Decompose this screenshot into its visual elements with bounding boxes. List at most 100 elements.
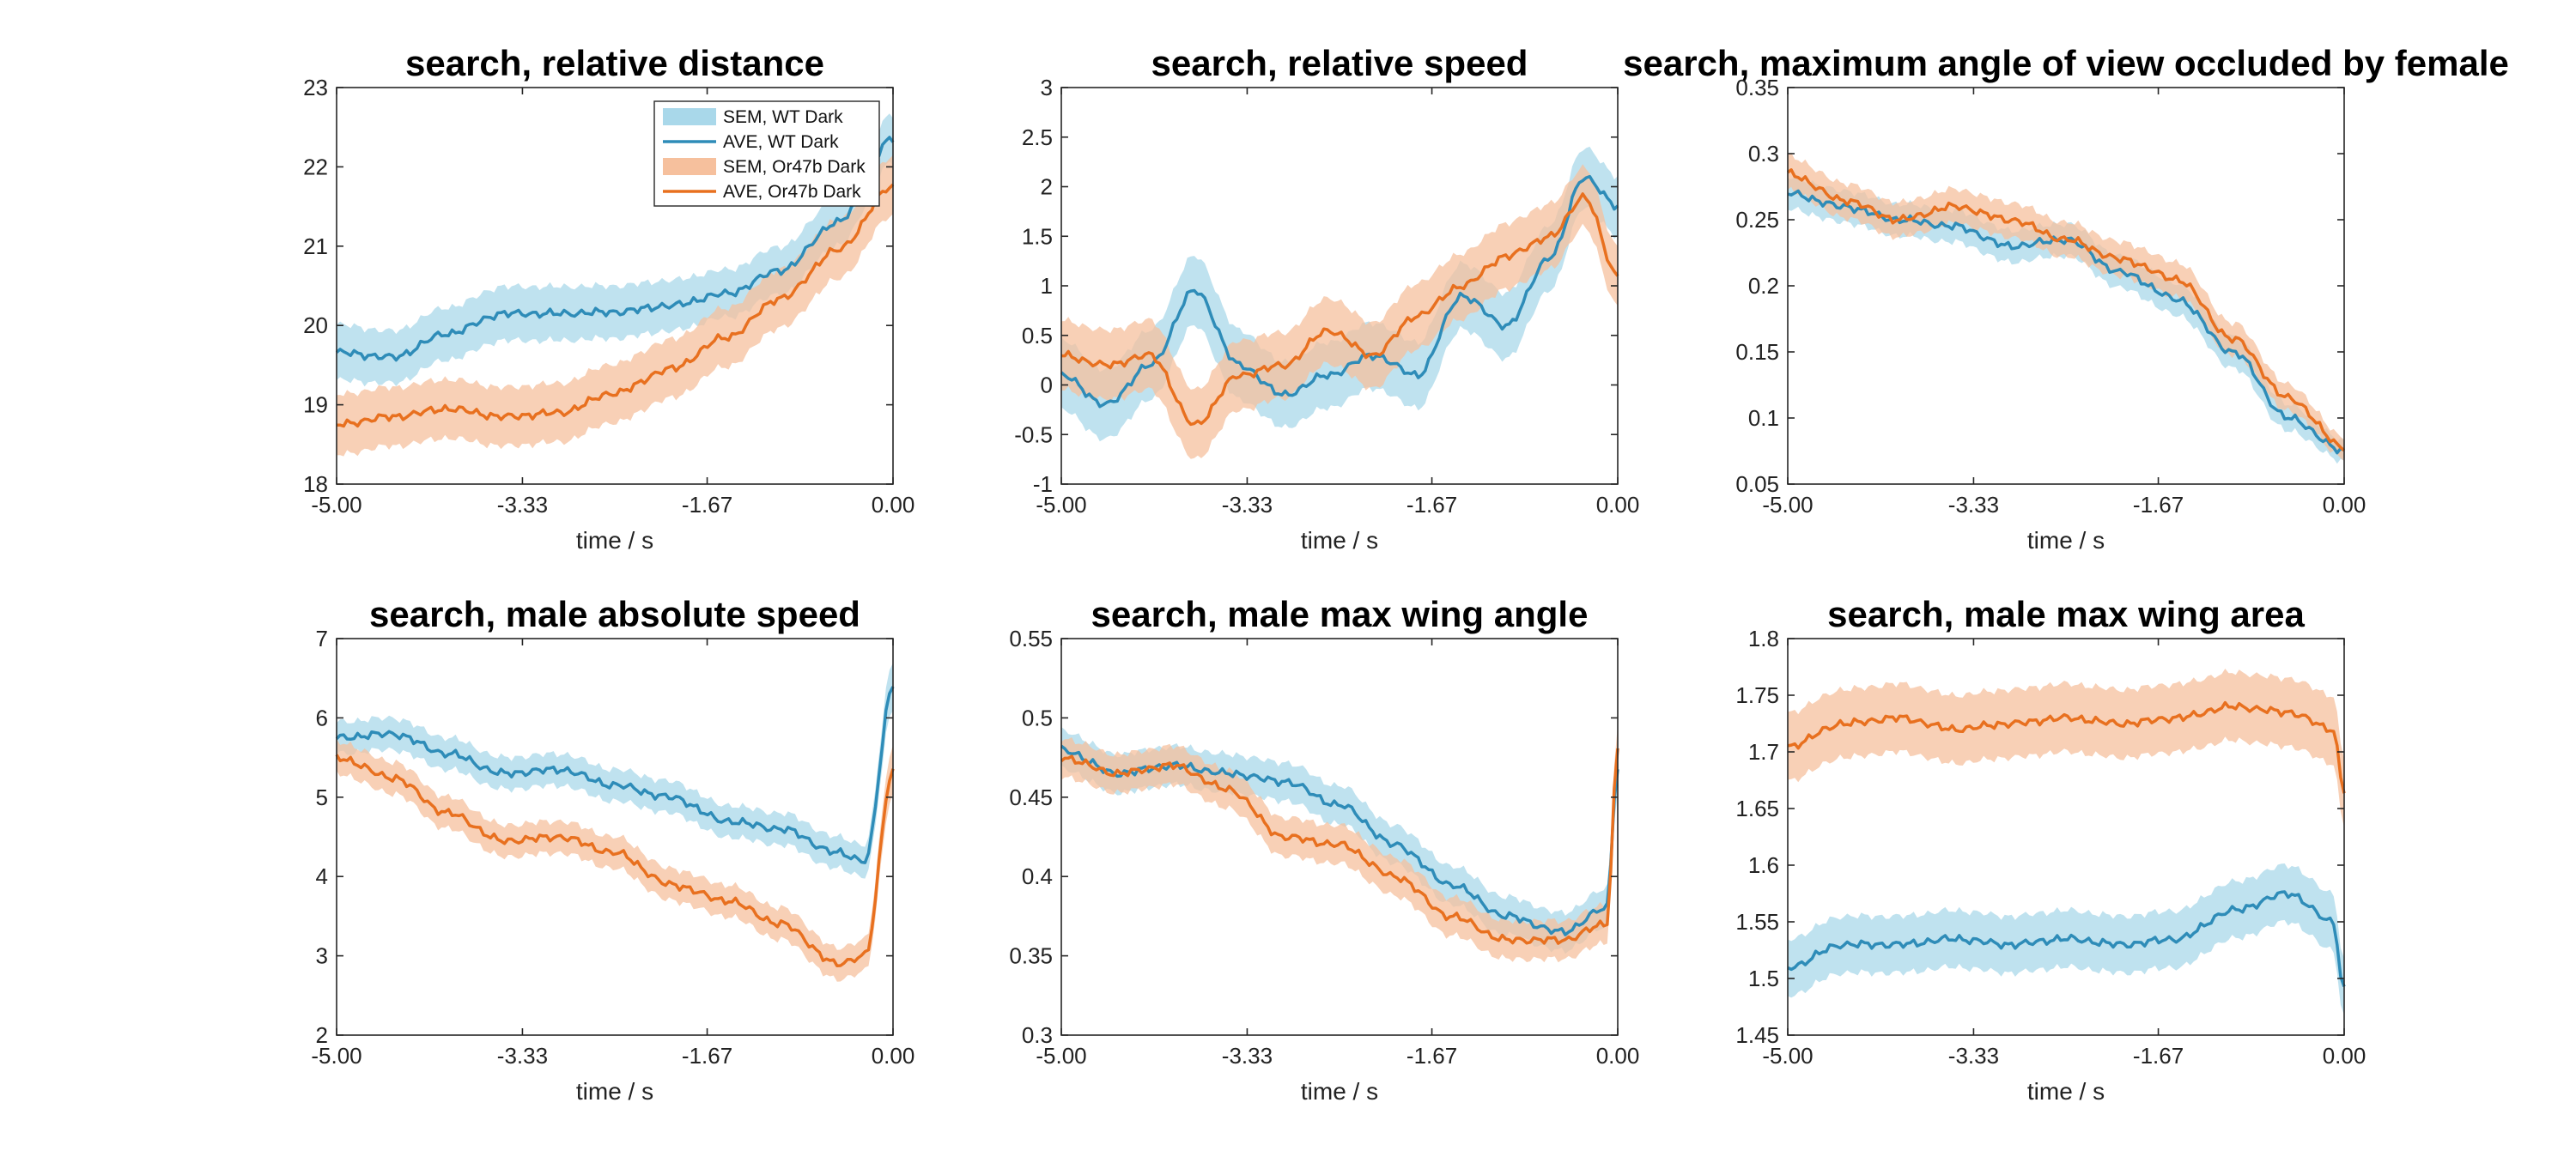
x-tick-label: -1.67: [682, 1043, 732, 1069]
chart-title: search, maximum angle of view occluded b…: [1623, 43, 2509, 83]
x-axis-label: time / s: [576, 527, 653, 554]
x-tick-label: -5.00: [311, 492, 361, 518]
x-tick-label: -5.00: [1036, 492, 1086, 518]
y-tick-label: 22: [303, 154, 328, 179]
y-tick-label: 1.8: [1748, 626, 1779, 651]
chart-title: search, relative speed: [1151, 43, 1528, 83]
subplot-5: search, male max wing angle -5.00 -3.33 -1.…: [1009, 594, 1639, 1105]
y-tick-label: 0.5: [1022, 705, 1053, 730]
y-tick-label: 0.15: [1735, 339, 1779, 365]
x-axis-label: time / s: [1301, 1078, 1378, 1105]
x-tick-label: -5.00: [1762, 1043, 1813, 1069]
y-tick-label: 1.6: [1748, 852, 1779, 878]
y-tick-label: 1.65: [1735, 796, 1779, 821]
mean-line-or47b: [1061, 192, 1619, 427]
y-tick-label: -1: [1033, 471, 1053, 497]
x-tick-label: -5.00: [311, 1043, 361, 1069]
legend: SEM, WT Dark AVE, WT Dark SEM, Or47b Dark A…: [653, 100, 880, 207]
subplot-6: search, male max wing area -5.00 -3.33 -1.6…: [1735, 594, 2366, 1105]
sem-band-or47b: [1061, 164, 1618, 459]
chart-title: search, male max wing angle: [1091, 594, 1589, 634]
mean-line-wt: [335, 686, 895, 864]
x-axis-label: time / s: [576, 1078, 653, 1105]
subplot-4: search, male absolute speed -5.00 -3.33 -1.…: [311, 594, 914, 1105]
legend-entry: AVE, Or47b Dark: [723, 182, 861, 202]
y-tick-label: 1.7: [1748, 739, 1779, 765]
x-tick-label: 0.00: [2323, 492, 2366, 518]
mean-line-or47b: [1786, 168, 2346, 452]
y-tick-label: 1.5: [1022, 223, 1053, 249]
x-axis-label: time / s: [2027, 527, 2105, 554]
mean-line-wt: [335, 136, 895, 362]
subplot-3: search, maximum angle of view occluded b…: [1623, 43, 2509, 554]
axes-box: [336, 638, 894, 1036]
y-tick-label: 1: [1041, 273, 1053, 299]
y-tick-label: 23: [303, 75, 328, 100]
x-tick-label: -3.33: [1948, 1043, 1999, 1069]
y-tick-label: 6: [316, 705, 328, 730]
y-tick-label: 0.35: [1735, 75, 1779, 100]
sem-band-wt: [337, 113, 893, 387]
chart-title: search, male absolute speed: [369, 594, 860, 634]
x-tick-label: 0.00: [1596, 1043, 1640, 1069]
legend-entry: SEM, Or47b Dark: [723, 157, 866, 177]
y-tick-label: 2: [1041, 174, 1053, 200]
x-tick-label: -3.33: [497, 492, 548, 518]
y-tick-label: 3: [316, 943, 328, 969]
y-tick-label: 0.05: [1735, 471, 1779, 497]
x-tick-label: 0.00: [2323, 1043, 2366, 1069]
y-tick-label: 0.5: [1022, 323, 1053, 348]
plot-area: [1788, 88, 2344, 484]
mean-line-or47b: [1060, 748, 1619, 945]
y-tick-label: 0.25: [1735, 207, 1779, 233]
y-tick-label: 0.45: [1009, 784, 1053, 810]
legend-swatch-band: [663, 108, 716, 125]
y-tick-label: 0.55: [1009, 626, 1053, 651]
y-tick-label: 2.5: [1022, 124, 1053, 150]
x-tick-label: -3.33: [1222, 1043, 1273, 1069]
sem-band-or47b: [337, 738, 893, 982]
y-tick-label: 0.35: [1009, 943, 1053, 969]
axes-box: [1787, 638, 2345, 1036]
y-tick-label: 1.45: [1735, 1022, 1779, 1048]
mean-line-wt: [1787, 890, 2346, 987]
mean-line-or47b: [335, 754, 895, 968]
x-tick-label: -5.00: [1036, 1043, 1086, 1069]
mean-line-wt: [1060, 174, 1619, 409]
x-tick-label: -3.33: [497, 1043, 548, 1069]
x-axis-label: time / s: [1301, 527, 1378, 554]
y-tick-label: 1.75: [1735, 682, 1779, 708]
x-tick-label: 0.00: [872, 492, 915, 518]
sem-band-or47b: [1788, 669, 2344, 827]
sem-band-or47b: [337, 154, 893, 457]
x-tick-label: -1.67: [2133, 1043, 2184, 1069]
y-tick-label: 1.5: [1748, 966, 1779, 991]
y-tick-label: 19: [303, 392, 328, 418]
x-tick-label: -5.00: [1762, 492, 1813, 518]
y-tick-label: 4: [316, 863, 328, 889]
x-axis-label: time / s: [2027, 1078, 2105, 1105]
y-tick-label: 0.3: [1022, 1022, 1053, 1048]
y-tick-label: 0.2: [1748, 273, 1779, 299]
x-tick-label: -1.67: [1406, 1043, 1457, 1069]
x-tick-label: -1.67: [682, 492, 732, 518]
subplot-1: search, relative distance -5.00 -3.33 -1.67…: [303, 43, 914, 554]
y-tick-label: -0.5: [1014, 421, 1053, 447]
y-tick-label: 5: [316, 784, 328, 810]
x-tick-label: -1.67: [2133, 492, 2184, 518]
y-tick-label: 21: [303, 233, 328, 259]
legend-entry: SEM, WT Dark: [723, 107, 843, 127]
y-tick-label: 0: [1041, 373, 1053, 398]
y-tick-label: 0.3: [1748, 141, 1779, 167]
x-tick-label: -3.33: [1948, 492, 1999, 518]
sem-band-or47b: [1788, 152, 2344, 462]
chart-title: search, relative distance: [405, 43, 824, 83]
mean-line-or47b: [1787, 700, 2346, 794]
subplot-2: search, relative speed -5.00 -3.33 -1.67 0.0…: [1014, 43, 1639, 554]
chart-title: search, male max wing area: [1827, 594, 2305, 634]
sem-band-wt: [1061, 146, 1618, 442]
x-tick-label: 0.00: [1596, 492, 1640, 518]
y-tick-label: 0.4: [1022, 863, 1053, 889]
y-tick-label: 3: [1041, 75, 1053, 100]
